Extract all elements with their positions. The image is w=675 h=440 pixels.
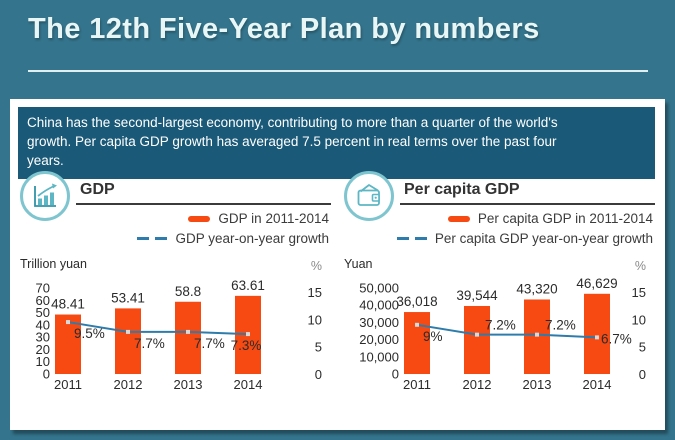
svg-text:%: %: [635, 259, 646, 273]
svg-text:15: 15: [632, 285, 646, 300]
svg-text:20,000: 20,000: [359, 332, 399, 347]
svg-text:36,018: 36,018: [396, 294, 437, 309]
svg-text:43,320: 43,320: [516, 281, 557, 296]
section-header: Per capita GDP: [342, 169, 657, 221]
svg-text:60: 60: [36, 293, 50, 308]
svg-text:2014: 2014: [234, 377, 263, 392]
legend-label-bars: GDP in 2011-2014: [218, 211, 329, 226]
per-capita-gdp-chart: Yuan 50,000 40,000 30,000 20,000 10,000 0% 15 10…: [344, 257, 646, 392]
svg-text:30: 30: [36, 330, 50, 345]
svg-text:50: 50: [36, 305, 50, 320]
section-gdp: GDP GDP in 2011-2014 GDP year-on-year gr…: [18, 169, 333, 396]
svg-text:70: 70: [36, 281, 50, 296]
wallet-icon: [344, 171, 394, 221]
section-heading: Per capita GDP: [404, 181, 520, 198]
svg-text:53.41: 53.41: [111, 290, 145, 305]
svg-text:6.7%: 6.7%: [601, 331, 632, 346]
svg-text:%: %: [311, 259, 322, 273]
gdp-chart: Trillion yuan706050403020100%15105048.41…: [20, 257, 322, 392]
svg-text:46,629: 46,629: [576, 276, 617, 291]
svg-text:15: 15: [308, 285, 322, 300]
svg-text:39,544: 39,544: [456, 288, 498, 303]
svg-text:10: 10: [632, 312, 646, 327]
legend-label-bars: Per capita GDP in 2011-2014: [477, 211, 653, 226]
legend-item-bars: Per capita GDP in 2011-2014: [447, 211, 653, 226]
svg-text:50,000: 50,000: [359, 281, 399, 296]
legend-label-line: GDP year-on-year growth: [175, 231, 329, 246]
line-series-swatch: [396, 237, 427, 240]
legend-item-line: GDP year-on-year growth: [137, 231, 329, 246]
svg-text:7.7%: 7.7%: [194, 336, 225, 351]
svg-text:9.5%: 9.5%: [74, 326, 105, 341]
svg-text:0: 0: [392, 367, 399, 382]
line-series-swatch: [137, 237, 168, 240]
legend-label-line: Per capita GDP year-on-year growth: [434, 231, 653, 246]
section-heading: GDP: [80, 181, 115, 198]
svg-text:58.8: 58.8: [175, 284, 201, 299]
intro-callout: China has the second-largest economy, co…: [18, 107, 655, 189]
growth-chart-icon: [20, 171, 70, 221]
svg-text:48.41: 48.41: [51, 297, 85, 312]
svg-text:20: 20: [36, 342, 50, 357]
svg-text:7.3%: 7.3%: [231, 338, 262, 353]
svg-text:40: 40: [36, 317, 50, 332]
page-title: The 12th Five-Year Plan by numbers: [28, 13, 540, 45]
svg-text:7.2%: 7.2%: [485, 318, 516, 333]
svg-text:2012: 2012: [463, 377, 492, 392]
gdp-legend: GDP in 2011-2014 GDP year-on-year growth: [18, 211, 333, 247]
title-divider: [28, 70, 648, 72]
svg-text:9%: 9%: [423, 329, 443, 344]
heading-underline: [400, 203, 655, 205]
svg-text:40,000: 40,000: [359, 298, 399, 313]
section-header: GDP: [18, 169, 333, 221]
svg-text:Trillion yuan: Trillion yuan: [20, 257, 87, 271]
legend-item-line: Per capita GDP year-on-year growth: [396, 231, 653, 246]
chart-sections: GDP GDP in 2011-2014 GDP year-on-year gr…: [18, 169, 657, 396]
svg-text:7.2%: 7.2%: [545, 318, 576, 333]
svg-text:Yuan: Yuan: [344, 257, 373, 271]
svg-text:2014: 2014: [583, 377, 612, 392]
svg-text:2011: 2011: [54, 377, 82, 392]
svg-text:5: 5: [315, 340, 322, 355]
svg-text:2013: 2013: [174, 377, 203, 392]
svg-text:2013: 2013: [523, 377, 552, 392]
svg-text:10,000: 10,000: [359, 349, 399, 364]
svg-text:63.61: 63.61: [231, 278, 265, 293]
per-capita-legend: Per capita GDP in 2011-2014 Per capita G…: [342, 211, 657, 247]
svg-text:0: 0: [43, 367, 50, 382]
svg-text:30,000: 30,000: [359, 315, 399, 330]
svg-text:5: 5: [639, 340, 646, 355]
svg-text:0: 0: [315, 367, 322, 382]
svg-text:2011: 2011: [403, 377, 431, 392]
svg-text:7.7%: 7.7%: [134, 336, 165, 351]
content-panel: China has the second-largest economy, co…: [10, 99, 665, 430]
svg-text:10: 10: [36, 354, 50, 369]
legend-item-bars: GDP in 2011-2014: [188, 211, 329, 226]
intro-text: China has the second-largest economy, co…: [27, 115, 558, 168]
section-per-capita-gdp: Per capita GDP Per capita GDP in 2011-20…: [342, 169, 657, 396]
bar-series-swatch: [188, 215, 211, 222]
bar-series-swatch: [447, 215, 470, 222]
svg-text:0: 0: [639, 367, 646, 382]
svg-text:2012: 2012: [114, 377, 143, 392]
heading-underline: [76, 203, 331, 205]
svg-text:10: 10: [308, 312, 322, 327]
